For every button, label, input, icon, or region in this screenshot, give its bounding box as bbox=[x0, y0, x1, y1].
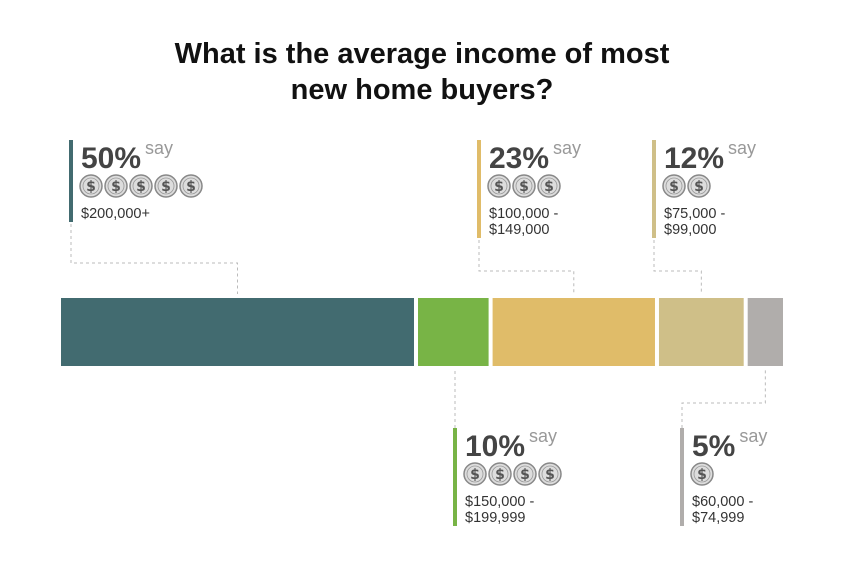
accent-bar bbox=[652, 140, 656, 238]
chart-title-line-1: What is the average income of most bbox=[175, 38, 670, 70]
say-label: say bbox=[529, 426, 557, 446]
svg-text:$: $ bbox=[136, 179, 146, 195]
accent-bar bbox=[680, 428, 684, 526]
dollar-coin-icon: $ bbox=[79, 174, 103, 198]
dollar-coin-icon: $ bbox=[488, 462, 512, 486]
income-range-label: $99,000 bbox=[664, 222, 716, 238]
connector-line bbox=[653, 240, 702, 294]
percent-label: 50% bbox=[81, 142, 141, 175]
accent-bar bbox=[69, 140, 73, 222]
svg-text:$: $ bbox=[86, 179, 96, 195]
income-range-label: $100,000 - bbox=[489, 206, 559, 222]
bar-segment-5 bbox=[747, 298, 783, 366]
svg-text:$: $ bbox=[520, 467, 530, 483]
dollar-coin-icon: $ bbox=[538, 462, 562, 486]
label-segment-5: 5% say $ $60,000 -$74,999 bbox=[680, 370, 767, 526]
income-range-label: $149,000 bbox=[489, 222, 549, 238]
bar-segments bbox=[61, 298, 783, 366]
dollar-coin-icon: $ bbox=[687, 174, 711, 198]
dollar-coin-icon: $ bbox=[537, 174, 561, 198]
dollar-coin-icon: $ bbox=[662, 174, 686, 198]
bar-segment-2 bbox=[418, 298, 489, 366]
dollar-coin-icon: $ bbox=[179, 174, 203, 198]
dollar-coin-icon: $ bbox=[463, 462, 487, 486]
svg-text:$: $ bbox=[186, 179, 196, 195]
svg-text:$: $ bbox=[669, 179, 679, 195]
label-segment-2: 10% say $ $ $ $ $150,000 -$199,999 bbox=[453, 370, 562, 526]
percent-label: 23% bbox=[489, 142, 549, 175]
dollar-coin-icon: $ bbox=[513, 462, 537, 486]
connector-line bbox=[681, 370, 766, 428]
svg-text:$: $ bbox=[495, 467, 505, 483]
svg-text:$: $ bbox=[545, 467, 555, 483]
say-label: say bbox=[739, 426, 767, 446]
bar-segment-1 bbox=[61, 298, 414, 366]
accent-bar bbox=[453, 428, 457, 526]
connector-line bbox=[478, 240, 575, 294]
segment-labels: 50% say$ $ $ $ $$200,000+10% say$ $ $ $$150,000 -… bbox=[69, 138, 767, 526]
income-range-label: $74,999 bbox=[692, 510, 744, 526]
connector-line bbox=[70, 224, 238, 294]
svg-text:$: $ bbox=[494, 179, 504, 195]
dollar-coin-icon: $ bbox=[690, 462, 714, 486]
income-range-label: $150,000 - bbox=[465, 494, 535, 510]
svg-text:$: $ bbox=[697, 467, 707, 483]
label-segment-1: 50% say $ $ $ $ $ $200,000+ bbox=[69, 138, 238, 294]
label-segment-4: 12% say $ $ $75,000 -$99,000 bbox=[652, 138, 756, 294]
chart-title-line-2: new home buyers? bbox=[291, 74, 554, 106]
svg-text:$: $ bbox=[544, 179, 554, 195]
dollar-coin-icon: $ bbox=[512, 174, 536, 198]
percent-label: 12% bbox=[664, 142, 724, 175]
percent-label: 10% bbox=[465, 430, 525, 463]
dollar-coin-icon: $ bbox=[154, 174, 178, 198]
say-label: say bbox=[728, 138, 756, 158]
say-label: say bbox=[553, 138, 581, 158]
dollar-coin-icon: $ bbox=[487, 174, 511, 198]
accent-bar bbox=[477, 140, 481, 238]
svg-text:$: $ bbox=[519, 179, 529, 195]
dollar-coin-icon: $ bbox=[104, 174, 128, 198]
bar-segment-4 bbox=[658, 298, 744, 366]
percent-label: 5% bbox=[692, 430, 735, 463]
bar-segment-3 bbox=[492, 298, 655, 366]
dollar-coin-icon: $ bbox=[129, 174, 153, 198]
say-label: say bbox=[145, 138, 173, 158]
label-segment-3: 23% say $ $ $ $100,000 -$149,000 bbox=[477, 138, 581, 294]
income-range-label: $60,000 - bbox=[692, 494, 753, 510]
income-range-label: $199,999 bbox=[465, 510, 525, 526]
income-range-label: $75,000 - bbox=[664, 206, 725, 222]
svg-text:$: $ bbox=[111, 179, 121, 195]
income-range-label: $200,000+ bbox=[81, 206, 150, 222]
svg-text:$: $ bbox=[161, 179, 171, 195]
svg-text:$: $ bbox=[470, 467, 480, 483]
svg-text:$: $ bbox=[694, 179, 704, 195]
